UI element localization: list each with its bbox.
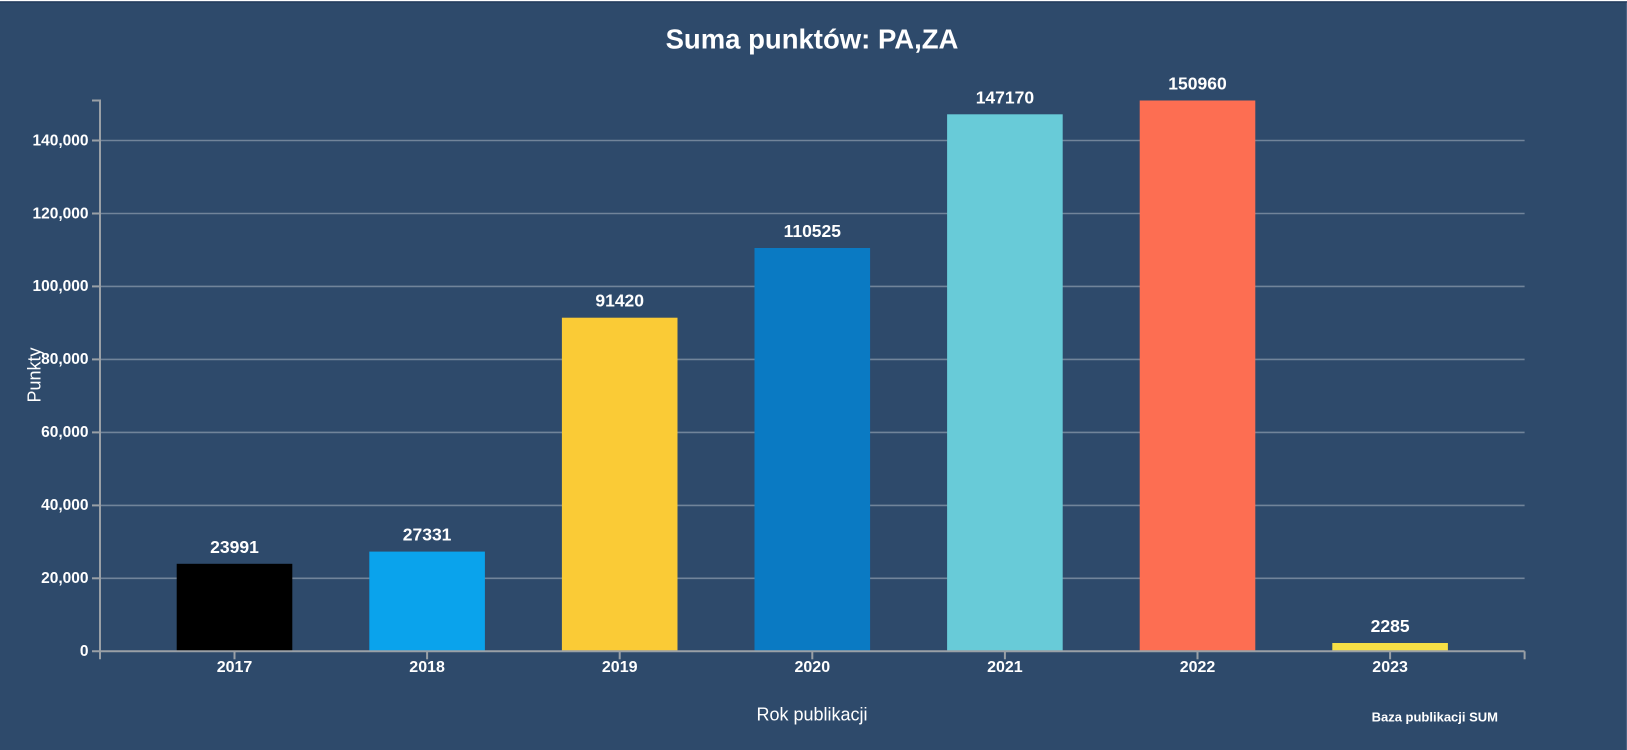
svg-text:23991: 23991 [210, 537, 259, 557]
svg-text:2019: 2019 [602, 659, 638, 676]
svg-text:Rok publikacji: Rok publikacji [756, 705, 867, 725]
svg-text:2017: 2017 [217, 659, 253, 676]
svg-text:80,000: 80,000 [41, 351, 88, 368]
svg-text:2018: 2018 [409, 659, 445, 676]
svg-text:0: 0 [80, 643, 89, 660]
svg-text:147170: 147170 [976, 87, 1035, 107]
svg-text:110525: 110525 [784, 221, 842, 241]
svg-text:100,000: 100,000 [32, 278, 88, 295]
svg-text:91420: 91420 [595, 291, 644, 311]
svg-text:2021: 2021 [987, 659, 1023, 676]
svg-text:27331: 27331 [403, 525, 452, 545]
svg-text:20,000: 20,000 [41, 570, 88, 587]
svg-text:2285: 2285 [1371, 616, 1410, 636]
svg-text:60,000: 60,000 [41, 424, 88, 441]
svg-text:Punkty: Punkty [25, 347, 45, 402]
svg-text:Suma punktów: PA,ZA: Suma punktów: PA,ZA [666, 24, 959, 55]
svg-text:2022: 2022 [1180, 659, 1216, 676]
svg-text:40,000: 40,000 [41, 497, 88, 514]
svg-text:Baza publikacji SUM: Baza publikacji SUM [1372, 709, 1498, 724]
svg-text:150960: 150960 [1168, 74, 1227, 94]
svg-text:120,000: 120,000 [32, 205, 88, 222]
svg-text:2020: 2020 [795, 659, 831, 676]
svg-text:2023: 2023 [1372, 659, 1408, 676]
svg-text:140,000: 140,000 [32, 132, 88, 149]
